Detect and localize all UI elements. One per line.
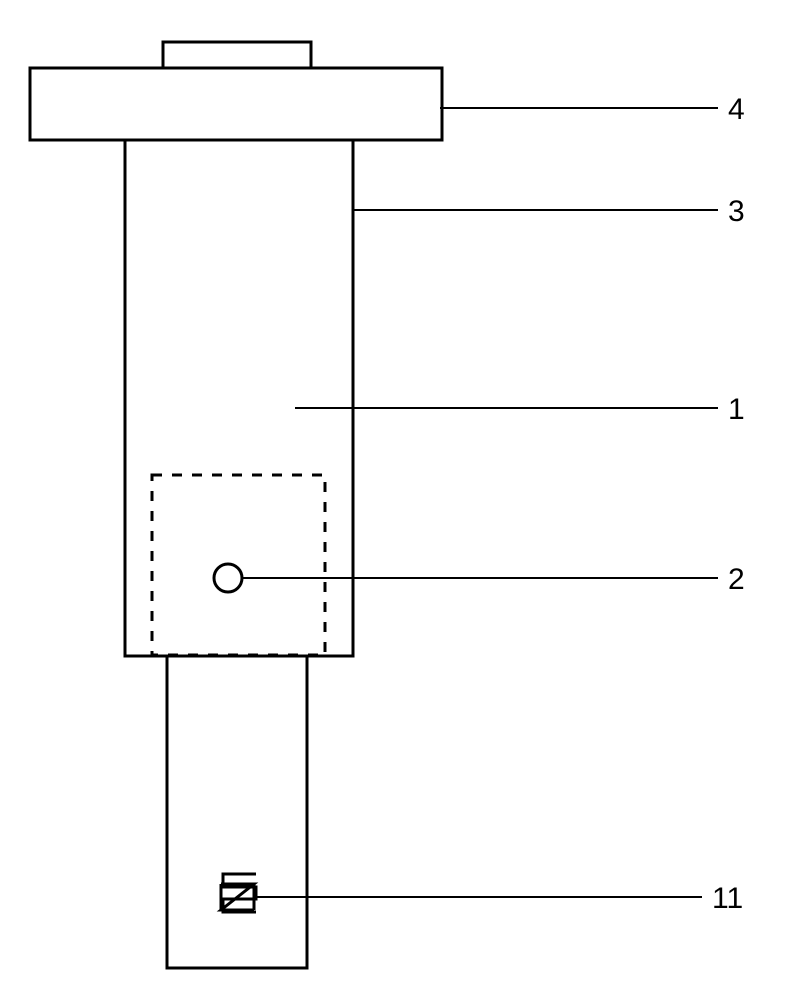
hammer-head-top-inset	[163, 42, 311, 68]
label-2: 2	[728, 563, 745, 597]
circle-marker	[214, 564, 242, 592]
diagram-svg	[0, 0, 785, 1000]
label-3: 3	[728, 195, 745, 229]
label-4: 4	[728, 93, 745, 127]
hammer-head	[30, 68, 442, 140]
dashed-inner-box	[152, 475, 325, 655]
inner-rod	[167, 655, 307, 968]
label-11: 11	[712, 882, 743, 916]
technical-diagram: 4 3 1 2 11	[0, 0, 785, 1000]
label-1: 1	[728, 393, 745, 427]
